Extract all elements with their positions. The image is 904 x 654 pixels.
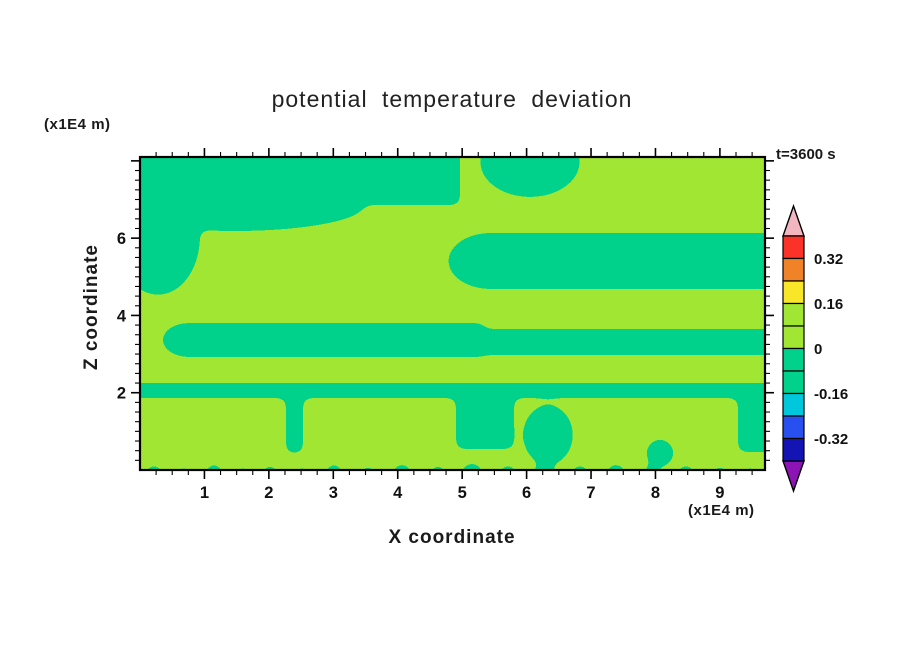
- y-tick-label: 2: [117, 385, 126, 403]
- time-label: t=3600 s: [776, 146, 836, 163]
- colorbar-label: 0.16: [814, 296, 843, 313]
- colorbar: 0.32 0.16 0 -0.16 -0.32: [782, 203, 848, 494]
- y-tick-label: 6: [117, 230, 126, 248]
- chart-title: potential temperature deviation: [271, 86, 633, 112]
- x-axis-title: X coordinate: [388, 527, 516, 548]
- x-tick-label: 3: [329, 484, 338, 502]
- x-tick-label: 6: [522, 484, 531, 502]
- x-tick-label: 4: [393, 484, 403, 502]
- x-tick-label: 1: [200, 484, 209, 502]
- contour-plot: 1 2 3 4 5 6 7 8 9 2 4 6: [117, 148, 774, 502]
- x-axis-unit-label: (x1E4 m): [688, 502, 755, 519]
- x-tick-label: 5: [458, 484, 467, 502]
- x-tick-label: 9: [715, 484, 724, 502]
- x-tick-label: 2: [264, 484, 273, 502]
- y-tick-label: 4: [117, 307, 127, 325]
- colorbar-label: 0.32: [814, 251, 843, 268]
- x-tick-label: 7: [586, 484, 595, 502]
- colorbar-label: 0: [814, 341, 822, 358]
- colorbar-label: -0.32: [814, 431, 848, 448]
- y-axis-unit-label: (x1E4 m): [44, 116, 111, 133]
- colorbar-label: -0.16: [814, 386, 848, 403]
- x-tick-label: 8: [651, 484, 660, 502]
